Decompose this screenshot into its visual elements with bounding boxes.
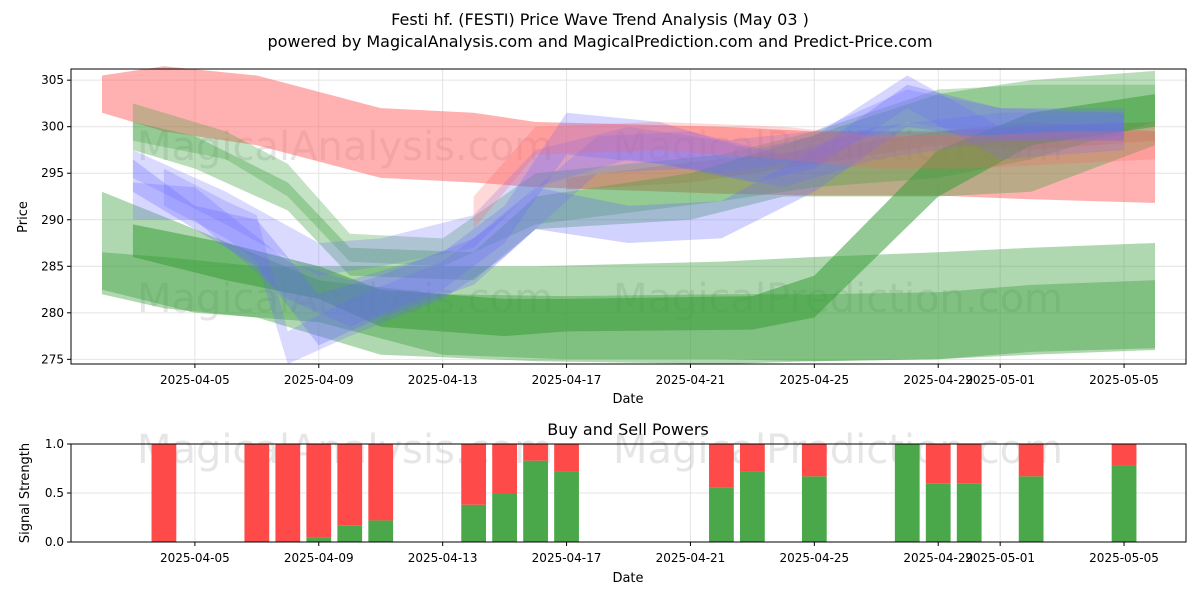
buy-bar-9 (554, 471, 579, 542)
buy-bar-5 (368, 520, 394, 542)
price-bands (102, 66, 1156, 364)
signal-xtick-label-6: 2025-04-29 (903, 551, 973, 565)
watermark-6: MagicalPrediction.com (613, 427, 1063, 473)
signal-bars (151, 444, 1137, 542)
price-band-blue-7 (132, 84, 1125, 346)
price-band-blue-8 (132, 75, 1125, 327)
buy-bar-4 (337, 525, 363, 542)
signal-xtick-label-5: 2025-04-25 (779, 551, 849, 565)
price-band-green-3 (102, 243, 1155, 364)
signal-xtick-label-3: 2025-04-17 (532, 551, 602, 565)
price-ytick-label-5: 300 (41, 120, 64, 134)
price-band-red-11 (473, 122, 1156, 230)
price-xtick-label-0: 2025-04-05 (160, 373, 230, 387)
price-xtick-label-1: 2025-04-09 (284, 373, 354, 387)
buy-bar-6 (461, 504, 487, 542)
price-ytick-label-0: 275 (41, 352, 64, 366)
buy-bar-16 (1018, 476, 1044, 542)
sell-bar-6 (461, 444, 487, 505)
price-ytick-label-4: 295 (41, 166, 64, 180)
chart-title: Festi hf. (FESTI) Price Wave Trend Analy… (391, 10, 809, 29)
signal-title: Buy and Sell Powers (547, 420, 709, 439)
price-xlabel: Date (612, 392, 643, 407)
price-axes-frame (70, 68, 1187, 365)
buy-bar-15 (956, 483, 982, 542)
price-xtick-label-8: 2025-05-05 (1089, 373, 1159, 387)
signal-xtick-label-7: 2025-05-01 (965, 551, 1035, 565)
buy-bar-11 (740, 471, 765, 542)
sell-bar-11 (740, 444, 765, 472)
signal-ylabel: Signal Strength (18, 443, 33, 543)
price-wave-chart: MagicalAnalysis.com MagicalPrediction.co… (16, 66, 1187, 407)
price-band-blue-9 (132, 89, 1125, 276)
signal-ytick-label-1: 0.5 (45, 486, 64, 500)
sell-bar-2 (275, 444, 301, 542)
price-band-green-4 (102, 191, 1155, 362)
price-band-green-5 (132, 70, 1155, 281)
sell-bar-16 (1018, 444, 1044, 477)
buy-bar-12 (801, 476, 827, 542)
sell-bar-4 (337, 444, 363, 526)
signal-chart: Buy and Sell Powers MagicalAnalysis.com … (18, 420, 1187, 586)
sell-bar-1 (244, 444, 270, 542)
price-band-blue-10 (163, 112, 1125, 364)
price-xtick-label-5: 2025-04-25 (779, 373, 849, 387)
signal-xtick-label-1: 2025-04-09 (284, 551, 354, 565)
price-ytick-label-3: 290 (41, 213, 64, 227)
sell-bar-3 (306, 444, 332, 538)
price-ytick-label-6: 305 (41, 73, 64, 87)
buy-bar-17 (1111, 465, 1137, 542)
sell-bar-12 (801, 444, 827, 477)
signal-xtick-label-0: 2025-04-05 (160, 551, 230, 565)
signal-xtick-label-8: 2025-05-05 (1089, 551, 1159, 565)
price-band-green-2 (132, 94, 1155, 337)
price-ytick-label-2: 285 (41, 259, 64, 273)
sell-bar-10 (709, 444, 734, 488)
price-xtick-label-3: 2025-04-17 (532, 373, 602, 387)
sell-bar-5 (368, 444, 394, 521)
price-xtick-label-6: 2025-04-29 (903, 373, 973, 387)
signal-xlabel: Date (612, 571, 643, 586)
buy-bar-8 (523, 460, 548, 542)
sell-bar-8 (523, 444, 548, 461)
buy-bar-3 (306, 537, 332, 542)
price-band-green-6 (132, 84, 1155, 267)
buy-bar-14 (925, 483, 951, 542)
price-ytick-label-1: 280 (41, 306, 64, 320)
sell-bar-14 (925, 444, 951, 484)
sell-bar-0 (151, 444, 177, 542)
sell-bar-7 (492, 444, 517, 493)
sell-bar-17 (1111, 444, 1137, 466)
price-ylabel: Price (16, 201, 31, 233)
sell-bar-15 (956, 444, 982, 484)
buy-bar-13 (894, 444, 920, 542)
signal-xtick-label-2: 2025-04-13 (408, 551, 478, 565)
signal-xtick-label-4: 2025-04-21 (656, 551, 726, 565)
price-band-red-0 (102, 66, 1155, 203)
buy-bar-10 (709, 487, 734, 542)
signal-ytick-label-0: 0.0 (45, 535, 64, 549)
sell-bar-9 (554, 444, 579, 472)
price-xtick-label-7: 2025-05-01 (965, 373, 1035, 387)
price-ticks: 2025-04-05 2025-04-09 2025-04-13 2025-04-17… (41, 73, 1159, 387)
signal-ticks: 2025-04-05 2025-04-09 2025-04-13 2025-04-17… (45, 437, 1159, 565)
buy-bar-7 (492, 493, 517, 542)
chart-subtitle: powered by MagicalAnalysis.com and Magic… (267, 32, 932, 51)
price-xtick-label-2: 2025-04-13 (408, 373, 478, 387)
signal-ytick-label-2: 1.0 (45, 437, 64, 451)
price-xtick-label-4: 2025-04-21 (656, 373, 726, 387)
